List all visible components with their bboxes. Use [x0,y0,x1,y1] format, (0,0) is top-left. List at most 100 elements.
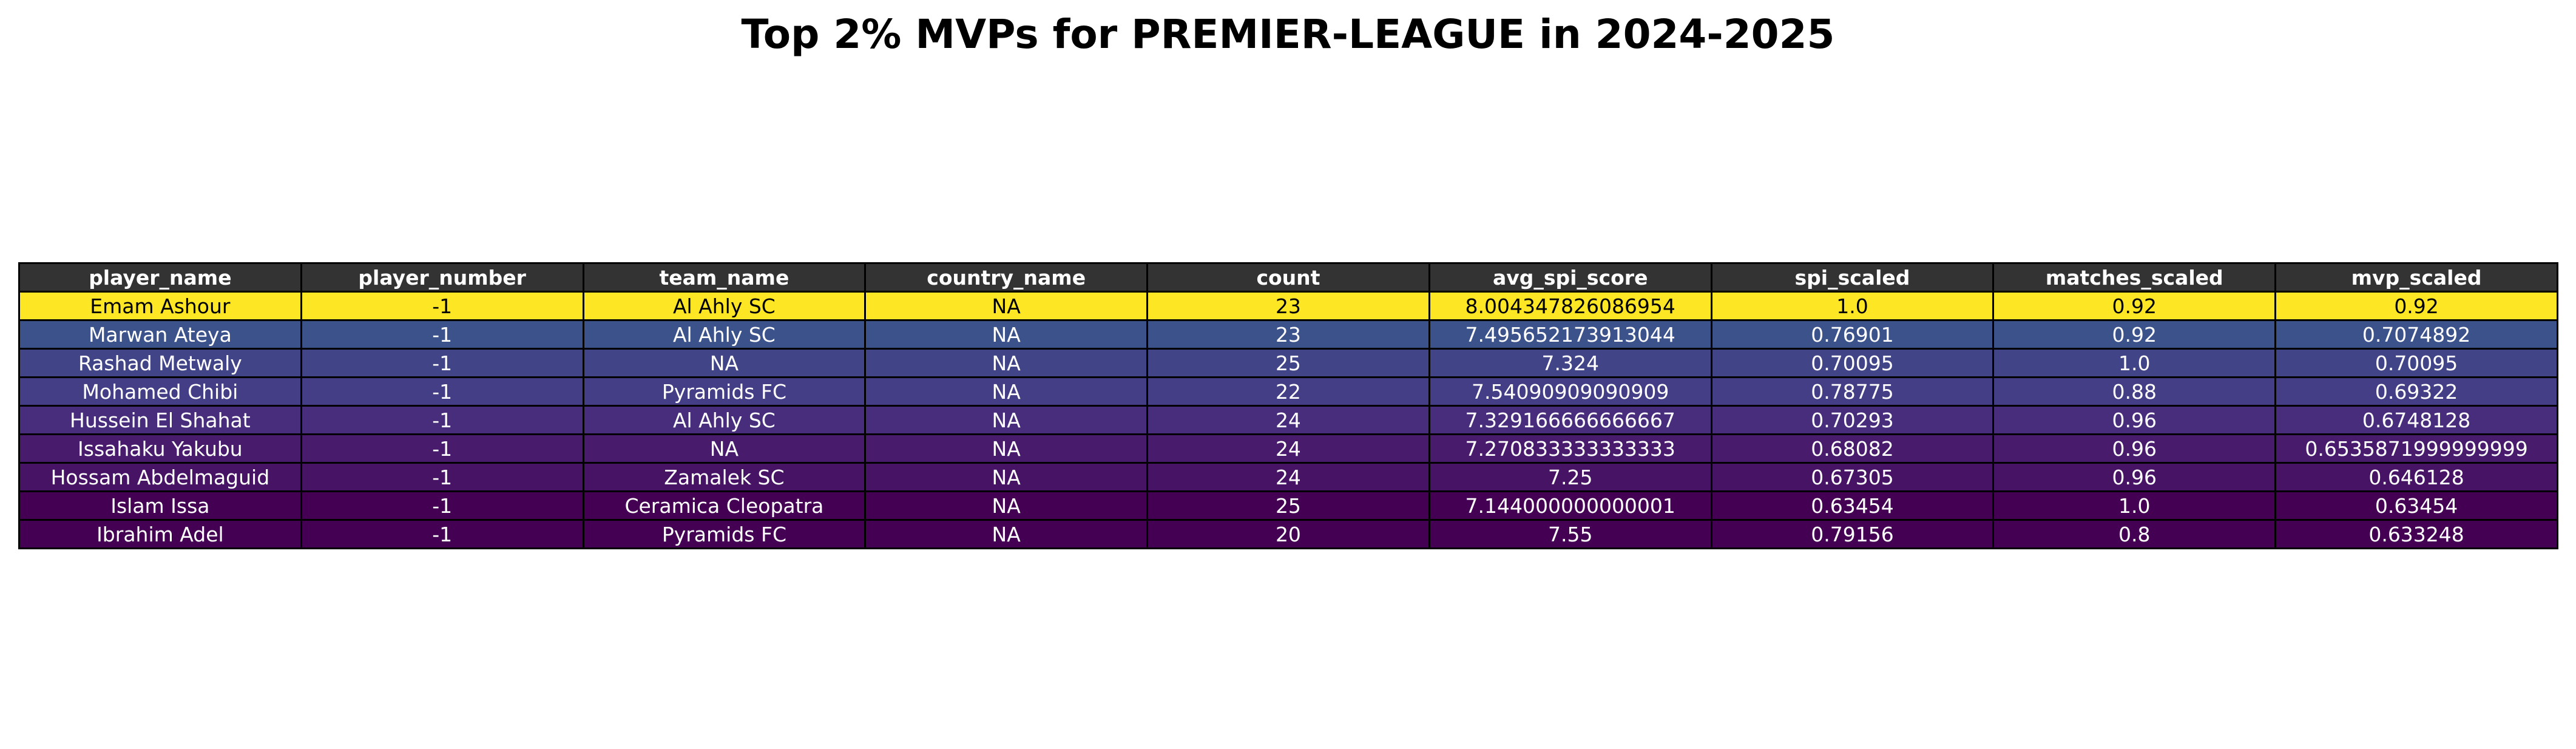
table-cell-avg-spi-score: 7.329166666666667 [1428,405,1712,435]
table-cell-player-number: -1 [300,376,584,407]
table-cell-player-number: -1 [300,319,584,350]
column-header-country-name: country_name [864,262,1149,293]
table-cell-player-number: -1 [300,348,584,378]
table-cell-player-name: Ibrahim Adel [18,519,302,549]
table-cell-spi-scaled: 0.67305 [1710,462,1995,492]
table-cell-matches-scaled: 0.96 [1992,405,2277,435]
table-cell-count: 24 [1146,462,1430,492]
table-cell-player-name: Issahaku Yakubu [18,433,302,464]
table-cell-country-name: NA [864,433,1149,464]
table-cell-country-name: NA [864,376,1149,407]
table-cell-spi-scaled: 0.70095 [1710,348,1995,378]
table-cell-matches-scaled: 0.96 [1992,433,2277,464]
table-cell-mvp-scaled: 0.63454 [2274,490,2558,521]
table-cell-avg-spi-score: 7.54090909090909 [1428,376,1712,407]
table-cell-country-name: NA [864,519,1149,549]
table-row: Ibrahim Adel -1 Pyramids FC NA 20 7.55 0.79156… [18,519,2558,549]
column-header-mvp-scaled: mvp_scaled [2274,262,2558,293]
table-cell-spi-scaled: 0.70293 [1710,405,1995,435]
table-row: Hossam Abdelmaguid -1 Zamalek SC NA 24 7.25 0.… [18,462,2558,492]
table-cell-avg-spi-score: 7.55 [1428,519,1712,549]
table-cell-country-name: NA [864,405,1149,435]
table-row: Marwan Ateya -1 Al Ahly SC NA 23 7.4956521739… [18,319,2558,350]
table-row: Rashad Metwaly -1 NA NA 25 7.324 0.70095 1.0 0.7… [18,348,2558,378]
table-cell-player-name: Hossam Abdelmaguid [18,462,302,492]
table-cell-count: 25 [1146,490,1430,521]
table-cell-spi-scaled: 0.76901 [1710,319,1995,350]
table-cell-matches-scaled: 1.0 [1992,490,2277,521]
table-cell-country-name: NA [864,490,1149,521]
table-cell-mvp-scaled: 0.6748128 [2274,405,2558,435]
table-body: Emam Ashour -1 Al Ahly SC NA 23 8.00434782608… [18,291,2558,549]
table-cell-spi-scaled: 0.78775 [1710,376,1995,407]
table-cell-team-name: Al Ahly SC [582,291,867,321]
table-cell-country-name: NA [864,319,1149,350]
table-cell-avg-spi-score: 7.324 [1428,348,1712,378]
column-header-team-name: team_name [582,262,867,293]
column-header-spi-scaled: spi_scaled [1710,262,1995,293]
table-cell-matches-scaled: 0.92 [1992,291,2277,321]
column-header-player-number: player_number [300,262,584,293]
table-cell-player-name: Emam Ashour [18,291,302,321]
table-cell-avg-spi-score: 7.270833333333333 [1428,433,1712,464]
table-cell-player-number: -1 [300,490,584,521]
table-cell-player-name: Islam Issa [18,490,302,521]
table-cell-spi-scaled: 0.79156 [1710,519,1995,549]
table-cell-avg-spi-score: 7.495652173913044 [1428,319,1712,350]
table-row: Islam Issa -1 Ceramica Cleopatra NA 25 7.1440… [18,490,2558,521]
table-row: Mohamed Chibi -1 Pyramids FC NA 22 7.54090909… [18,376,2558,407]
table-cell-player-number: -1 [300,433,584,464]
table-cell-avg-spi-score: 8.004347826086954 [1428,291,1712,321]
table-cell-mvp-scaled: 0.69322 [2274,376,2558,407]
header-row: player_name player_number team_name country… [18,262,2558,293]
table-cell-matches-scaled: 0.96 [1992,462,2277,492]
table-cell-player-name: Rashad Metwaly [18,348,302,378]
table-cell-count: 25 [1146,348,1430,378]
table-cell-spi-scaled: 0.68082 [1710,433,1995,464]
table-cell-matches-scaled: 0.88 [1992,376,2277,407]
table-row: Issahaku Yakubu -1 NA NA 24 7.270833333333333… [18,433,2558,464]
column-header-count: count [1146,262,1430,293]
column-header-player-name: player_name [18,262,302,293]
table-cell-player-name: Marwan Ateya [18,319,302,350]
table-cell-team-name: Pyramids FC [582,519,867,549]
table-cell-count: 22 [1146,376,1430,407]
table-row: Hussein El Shahat -1 Al Ahly SC NA 24 7.32916… [18,405,2558,435]
table-cell-country-name: NA [864,348,1149,378]
mvp-table: player_name player_number team_name country… [18,262,2558,549]
table-cell-mvp-scaled: 0.7074892 [2274,319,2558,350]
table-cell-mvp-scaled: 0.70095 [2274,348,2558,378]
table-cell-matches-scaled: 0.8 [1992,519,2277,549]
table-cell-avg-spi-score: 7.25 [1428,462,1712,492]
table-cell-count: 23 [1146,319,1430,350]
chart-title: Top 2% MVPs for PREMIER-LEAGUE in 2024-2… [741,11,1835,58]
table-cell-player-number: -1 [300,519,584,549]
table-cell-team-name: Al Ahly SC [582,405,867,435]
table-cell-spi-scaled: 1.0 [1710,291,1995,321]
table-cell-team-name: Zamalek SC [582,462,867,492]
table-cell-country-name: NA [864,291,1149,321]
column-header-avg-spi-score: avg_spi_score [1428,262,1712,293]
table-cell-spi-scaled: 0.63454 [1710,490,1995,521]
table-cell-count: 24 [1146,433,1430,464]
table-cell-matches-scaled: 0.92 [1992,319,2277,350]
table-cell-count: 23 [1146,291,1430,321]
table-cell-team-name: Pyramids FC [582,376,867,407]
table-cell-country-name: NA [864,462,1149,492]
table-header: player_name player_number team_name country… [18,262,2558,293]
table-cell-mvp-scaled: 0.633248 [2274,519,2558,549]
table-cell-player-name: Mohamed Chibi [18,376,302,407]
table-cell-player-number: -1 [300,291,584,321]
table-cell-mvp-scaled: 0.6535871999999999 [2274,433,2558,464]
table-cell-team-name: Ceramica Cleopatra [582,490,867,521]
table-cell-player-name: Hussein El Shahat [18,405,302,435]
table-cell-team-name: Al Ahly SC [582,319,867,350]
table-cell-mvp-scaled: 0.92 [2274,291,2558,321]
table-cell-count: 24 [1146,405,1430,435]
table-cell-player-number: -1 [300,405,584,435]
table-cell-count: 20 [1146,519,1430,549]
table-cell-player-number: -1 [300,462,584,492]
table-row: Emam Ashour -1 Al Ahly SC NA 23 8.00434782608… [18,291,2558,321]
table-cell-team-name: NA [582,433,867,464]
table-cell-team-name: NA [582,348,867,378]
